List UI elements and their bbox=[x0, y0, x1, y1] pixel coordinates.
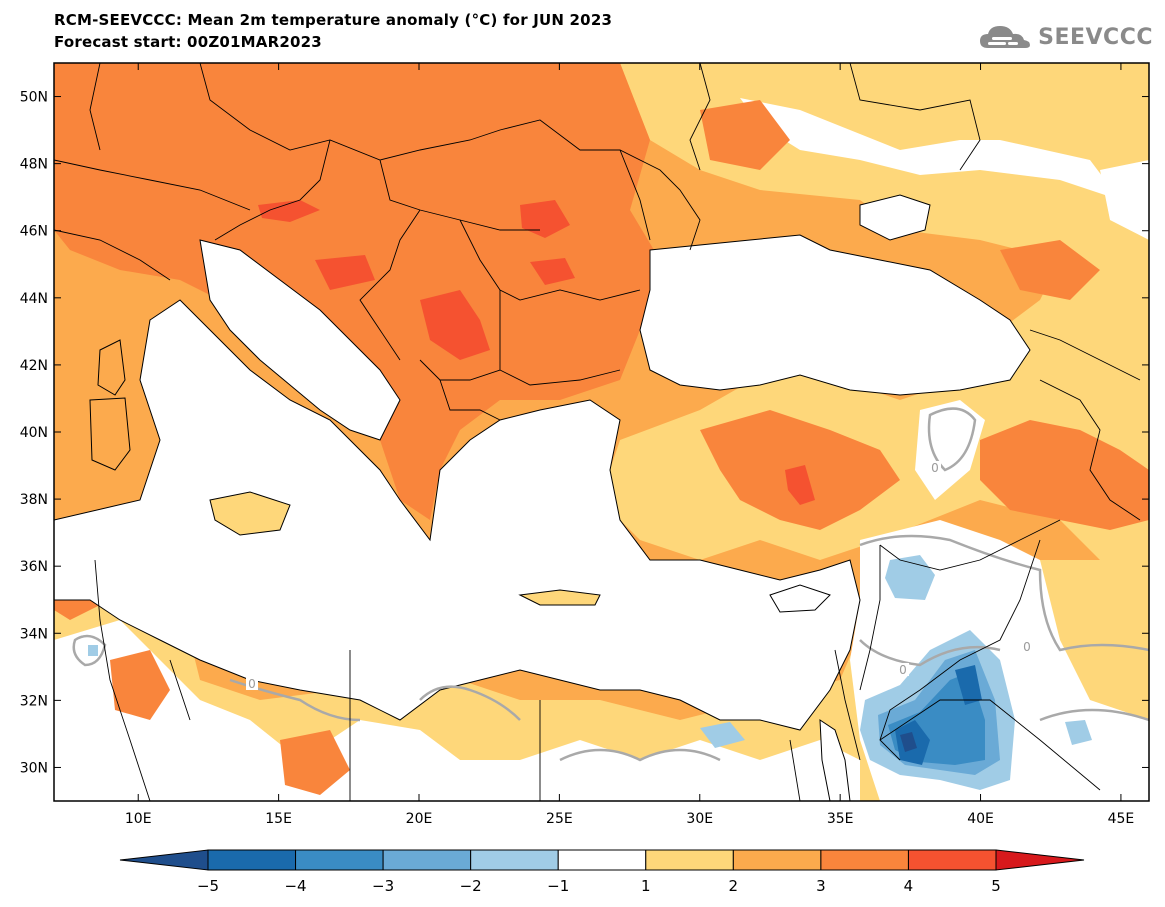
colorbar-label: −3 bbox=[372, 877, 394, 895]
contour-label: 0 bbox=[931, 461, 939, 475]
zero-contour-line bbox=[72, 634, 107, 667]
lat-tick-label: 40N bbox=[20, 425, 48, 441]
forecast-start-label: Forecast start: 00Z01MAR2023 bbox=[54, 33, 322, 51]
anomaly-fill-4-5 bbox=[258, 200, 815, 505]
colorbar-segment bbox=[907, 849, 997, 871]
lat-tick-label: 44N bbox=[20, 291, 48, 307]
lat-tick-label: 50N bbox=[20, 90, 48, 106]
colorbar: −5 −4 −3 −2 −1 1 2 3 4 5 bbox=[119, 849, 1085, 895]
lon-tick-label: 40E bbox=[967, 811, 994, 827]
contour-label-bg bbox=[929, 461, 941, 474]
red-sea-gulf bbox=[819, 719, 851, 801]
colorbar-segment bbox=[295, 849, 384, 871]
crete-land bbox=[518, 589, 601, 606]
lat-tick-label: 46N bbox=[20, 224, 48, 240]
corsica-sardinia-land bbox=[89, 339, 131, 471]
adriatic-sea bbox=[199, 239, 401, 441]
colorbar-label: −5 bbox=[197, 877, 219, 895]
colorbar-label: −4 bbox=[284, 877, 306, 895]
mediterranean-sea bbox=[54, 299, 861, 731]
contour-label-bg bbox=[246, 677, 258, 690]
lon-tick-label: 30E bbox=[686, 811, 713, 827]
colorbar-extend-high bbox=[995, 849, 1085, 871]
lat-tick-label: 38N bbox=[20, 492, 48, 508]
lon-tick-label: 25E bbox=[546, 811, 573, 827]
lon-tick-label: 35E bbox=[827, 811, 854, 827]
black-sea bbox=[639, 234, 1031, 396]
colorbar-extend-low bbox=[119, 849, 209, 871]
zero-contour-line bbox=[859, 534, 1149, 652]
zero-contour-line bbox=[859, 639, 1001, 667]
lat-tick-label: 42N bbox=[20, 358, 48, 374]
colorbar-label: 1 bbox=[641, 877, 651, 895]
logo-text: SEEVCCC bbox=[1038, 24, 1153, 50]
lat-tick-label: 36N bbox=[20, 559, 48, 575]
colorbar-segment bbox=[820, 849, 909, 871]
zero-contour-line bbox=[1039, 708, 1149, 722]
colorbar-segment bbox=[557, 849, 647, 871]
azov-sea bbox=[859, 194, 931, 241]
cyprus-land bbox=[769, 584, 831, 613]
lat-tick-label: 30N bbox=[20, 760, 48, 776]
sea-mask bbox=[54, 194, 1031, 801]
contour-label-bg bbox=[897, 663, 909, 676]
colorbar-segment bbox=[470, 849, 559, 871]
colorbar-label: 4 bbox=[904, 877, 914, 895]
lat-tick-label: 48N bbox=[20, 157, 48, 173]
lon-tick-label: 45E bbox=[1108, 811, 1135, 827]
contour-label: 0 bbox=[1023, 640, 1031, 654]
anomaly-fill-negative bbox=[88, 555, 1092, 790]
longitude-axis: 10E 15E 20E 25E 30E 35E 40E 45E bbox=[125, 63, 1134, 827]
colorbar-label: −2 bbox=[460, 877, 482, 895]
colorbar-segment bbox=[382, 849, 472, 871]
contour-label-bg bbox=[1021, 640, 1033, 653]
seevccc-logo: SEEVCCC bbox=[978, 22, 1153, 52]
contour-label: 0 bbox=[899, 663, 907, 677]
colorbar-label: −1 bbox=[547, 877, 569, 895]
colorbar-label: 5 bbox=[991, 877, 1001, 895]
cloud-logo-icon bbox=[980, 26, 1031, 48]
map-title: RCM-SEEVCCC: Mean 2m temperature anomaly… bbox=[54, 11, 613, 29]
sicily-land bbox=[209, 491, 291, 536]
lat-tick-label: 34N bbox=[20, 626, 48, 642]
lon-tick-label: 20E bbox=[406, 811, 433, 827]
country-borders bbox=[54, 63, 1141, 801]
zero-contour-line bbox=[559, 748, 721, 762]
zero-contour-line bbox=[927, 407, 977, 472]
colorbar-segment bbox=[207, 849, 297, 871]
lon-tick-label: 15E bbox=[265, 811, 292, 827]
colorbar-label: 3 bbox=[816, 877, 826, 895]
contour-label: 0 bbox=[248, 677, 256, 691]
colorbar-label: 2 bbox=[729, 877, 739, 895]
latitude-axis: 50N 48N 46N 44N 42N 40N 38N 36N 34N 32N 30N 0 0 0 0 bbox=[20, 90, 1149, 776]
lat-tick-label: 32N bbox=[20, 693, 48, 709]
zero-contour-line bbox=[419, 685, 521, 721]
colorbar-segment bbox=[732, 849, 822, 871]
lon-tick-label: 10E bbox=[125, 811, 152, 827]
colorbar-segment bbox=[645, 849, 734, 871]
